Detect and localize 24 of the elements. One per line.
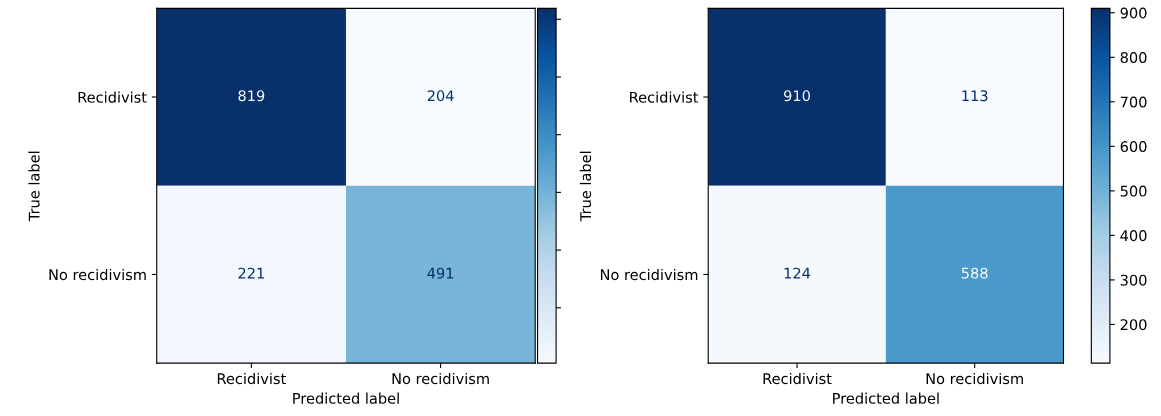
data-label: 221 bbox=[238, 267, 264, 279]
x-tick-label: No recidivism bbox=[926, 372, 1023, 385]
y-axis-title: True label bbox=[28, 151, 40, 222]
x-tick-label: No recidivism bbox=[392, 372, 489, 385]
x-axis-title: Predicted label bbox=[293, 392, 399, 404]
data-label: 113 bbox=[962, 90, 988, 102]
data-label: 204 bbox=[427, 90, 454, 102]
data-label: 910 bbox=[784, 90, 810, 102]
data-label: 819 bbox=[238, 90, 265, 102]
color-bar-label: 300 bbox=[1120, 274, 1147, 286]
color-bar-label: 500 bbox=[1120, 185, 1147, 197]
data-label: 124 bbox=[784, 267, 811, 279]
color-bar-label: 800 bbox=[1120, 52, 1147, 64]
color-bar-label: 200 bbox=[1120, 319, 1147, 331]
color-bar-label: 700 bbox=[1120, 96, 1147, 108]
x-tick-label: Recidivist bbox=[763, 372, 832, 385]
color-bar-label: 400 bbox=[1120, 230, 1147, 242]
color-bar-label: 900 bbox=[1120, 7, 1147, 19]
y-axis-title: True label bbox=[579, 151, 592, 222]
x-tick-label: Recidivist bbox=[217, 372, 286, 385]
data-label: 588 bbox=[961, 267, 988, 279]
x-axis-title: Predicted label bbox=[833, 392, 939, 404]
data-label: 491 bbox=[427, 267, 454, 279]
color-bar-label: 600 bbox=[1120, 141, 1147, 153]
